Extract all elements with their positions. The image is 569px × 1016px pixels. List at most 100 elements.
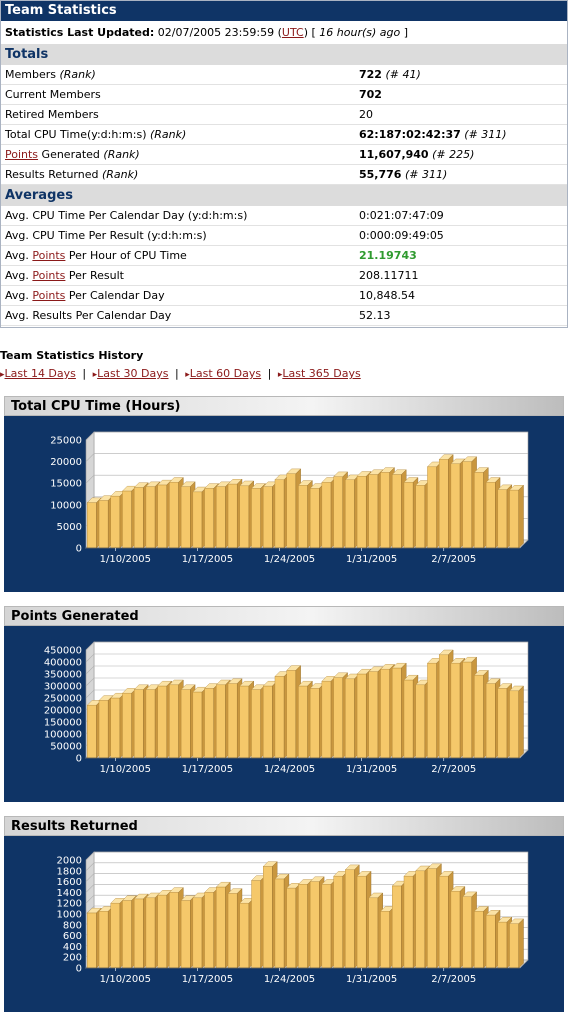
gridline xyxy=(85,862,528,872)
bar-front xyxy=(485,683,496,759)
chart-title: Results Returned xyxy=(4,816,564,836)
bar-front xyxy=(145,689,156,759)
row-label: Total CPU Time(y:d:h:m:s) (Rank) xyxy=(1,124,355,145)
cpu-time-chart: Total CPU Time (Hours) 0 5000 10000 15000 20… xyxy=(4,396,564,592)
utc-link[interactable]: UTC xyxy=(281,26,304,39)
bar-front xyxy=(192,897,203,969)
row-value: 11,607,940 (# 225) xyxy=(355,144,567,165)
bar-front xyxy=(333,677,343,759)
bar-front xyxy=(368,474,379,549)
points-link[interactable]: Points xyxy=(32,269,66,282)
last-60-days-link[interactable]: Last 60 Days xyxy=(189,367,262,380)
bar-front xyxy=(286,473,297,549)
bar-front xyxy=(239,485,250,549)
bar-front xyxy=(309,881,320,969)
bar-front xyxy=(204,688,214,759)
separator: | xyxy=(82,367,87,380)
bar-front xyxy=(333,476,343,549)
bar-front xyxy=(110,902,121,969)
bar-front xyxy=(509,489,519,549)
y-tick-label: 25000 xyxy=(50,436,82,447)
points-generated-chart-svg: 0500001000001500002000002500003000003500… xyxy=(44,641,529,775)
x-tick-label: 1/10/2005 xyxy=(100,764,151,775)
rank-text: (# 311) xyxy=(404,168,448,181)
bar-front xyxy=(333,876,343,969)
table-row: Avg. Results Per Calendar Day 52.13 xyxy=(1,305,567,326)
bar-front xyxy=(216,886,226,969)
row-label: Avg. Results Per Calendar Day xyxy=(1,305,355,326)
y-tick-label: 300000 xyxy=(44,682,82,693)
bar-front xyxy=(122,900,132,969)
points-generated-chart: Points Generated 0 50000 100000 150000 20000… xyxy=(4,606,564,802)
label-text: Per Hour of CPU Time xyxy=(65,249,187,262)
x-tick-label: 1/17/2005 xyxy=(182,554,233,565)
bar-front xyxy=(192,691,203,759)
y-tick-label: 0 xyxy=(76,544,82,555)
last-30-days-link[interactable]: Last 30 Days xyxy=(97,367,169,380)
y-tick-label: 1600 xyxy=(57,877,82,888)
bar-front xyxy=(415,684,426,759)
bar-side xyxy=(518,918,524,969)
y-tick-label: 1000 xyxy=(57,910,82,921)
last-updated-label: Statistics Last Updated: xyxy=(5,26,155,39)
bar-front xyxy=(345,479,355,549)
bar-front xyxy=(274,676,285,759)
bar-front xyxy=(274,479,285,549)
bar-front xyxy=(485,482,496,549)
bar-front xyxy=(380,669,390,759)
value-text: 722 xyxy=(359,68,382,81)
points-link[interactable]: Points xyxy=(32,289,66,302)
points-link[interactable]: Points xyxy=(32,249,66,262)
y-tick-label: 250000 xyxy=(44,694,82,705)
bar-front xyxy=(309,488,320,549)
row-value: 722 (# 41) xyxy=(355,65,567,85)
x-tick-label: 1/24/2005 xyxy=(264,554,315,565)
table-row: Points Generated (Rank) 11,607,940 (# 22… xyxy=(1,144,567,165)
bar-front xyxy=(462,661,472,759)
last-14-days-link[interactable]: Last 14 Days xyxy=(4,367,76,380)
row-value: 702 xyxy=(355,84,567,105)
value-text: 702 xyxy=(359,88,382,101)
bar-front xyxy=(227,483,238,549)
x-tick-label: 1/10/2005 xyxy=(100,974,151,985)
bar-front xyxy=(134,487,144,549)
bar-front xyxy=(321,681,332,759)
bar-front xyxy=(392,885,402,969)
table-row: Avg. CPU Time Per Calendar Day (y:d:h:m:… xyxy=(1,206,567,226)
averages-table: Avg. CPU Time Per Calendar Day (y:d:h:m:… xyxy=(1,206,567,326)
bar-front xyxy=(497,921,508,969)
tz-open: ( xyxy=(277,26,282,39)
y-tick-label: 0 xyxy=(76,754,82,765)
y-tick-label: 15000 xyxy=(50,479,82,490)
label-pre: Avg. xyxy=(5,289,33,302)
last-365-days-link[interactable]: Last 365 Days xyxy=(282,367,361,380)
label-text: Per Result xyxy=(65,269,124,282)
ago-close: ] xyxy=(400,26,409,39)
table-row: Total CPU Time(y:d:h:m:s) (Rank) 62:187:… xyxy=(1,124,567,145)
bar-front xyxy=(380,911,390,969)
bar-front xyxy=(438,459,449,549)
bar-front xyxy=(98,700,109,759)
gridline xyxy=(85,873,528,882)
bar-front xyxy=(509,690,519,759)
bar-front xyxy=(110,697,121,759)
bar-front xyxy=(169,482,179,549)
y-tick-label: 2000 xyxy=(57,856,82,867)
row-value: 10,848.54 xyxy=(355,285,567,306)
row-label: Avg. Points Per Calendar Day xyxy=(1,285,355,306)
page-title: Team Statistics xyxy=(1,1,567,21)
table-row: Results Returned (Rank) 55,776 (# 311) xyxy=(1,164,567,185)
bar-front xyxy=(157,484,168,549)
table-row: Current Members 702 xyxy=(1,84,567,105)
bar-front xyxy=(415,485,426,549)
row-label: Avg. CPU Time Per Result (y:d:h:m:s) xyxy=(1,225,355,246)
row-value: 20 xyxy=(355,104,567,125)
label-text: Results Returned xyxy=(5,168,99,181)
gridline xyxy=(85,431,528,441)
bar-front xyxy=(450,891,461,969)
table-row: Avg. CPU Time Per Result (y:d:h:m:s) 0:0… xyxy=(1,225,567,246)
points-link[interactable]: Points xyxy=(5,148,39,161)
row-value: 55,776 (# 311) xyxy=(355,164,567,185)
y-tick-label: 400000 xyxy=(44,658,82,669)
gridline xyxy=(85,453,528,462)
